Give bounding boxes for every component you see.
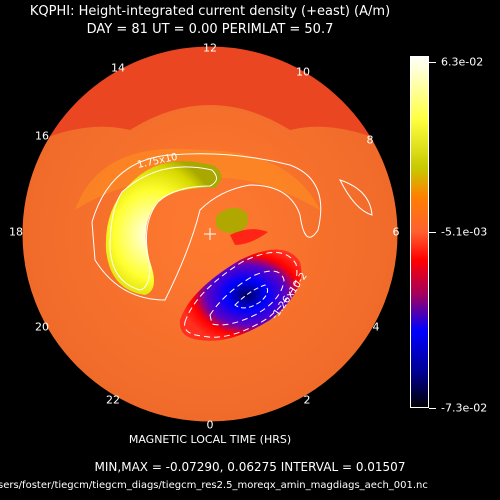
hour-label-10: 10 [296, 65, 310, 79]
contour-negative-outer [184, 252, 298, 338]
min-max-interval: MIN,MAX = -0.07290, 0.06275 INTERVAL = 0… [94, 460, 406, 474]
colorbar-max-label: 6.3e-02 [441, 55, 484, 69]
colorbar-gradient [410, 56, 429, 408]
hour-label-0: 0 [206, 418, 214, 432]
red-patch [230, 229, 268, 245]
chart-title: KQPHI: Height-integrated current density… [29, 4, 391, 19]
hour-label-4: 4 [372, 320, 380, 334]
chart-subtitle: DAY = 81 UT = 0.00 PERIMLAT = 50.7 [86, 22, 334, 37]
hour-label-20: 20 [35, 320, 49, 334]
x-axis-label: MAGNETIC LOCAL TIME (HRS) [128, 433, 292, 446]
hour-label-14: 14 [111, 61, 125, 75]
colorbar-mid-label: -5.1e-03 [441, 225, 488, 239]
contour-dawn [339, 179, 373, 216]
colorbar-min-label: -7.3e-02 [441, 401, 488, 415]
disk-border [21, 45, 399, 423]
colorbar-tick-max [429, 62, 436, 63]
contour-positive-inner [109, 166, 217, 291]
hour-label-6: 6 [392, 225, 400, 239]
contour-negative-core [234, 284, 269, 309]
contour-negative-inner [209, 270, 285, 326]
hour-label-12: 12 [203, 41, 217, 55]
olive-patch [216, 207, 248, 234]
hour-label-18: 18 [9, 225, 23, 239]
contour-positive-outer [91, 153, 322, 301]
positive-current-region [105, 161, 222, 295]
hour-label-2: 2 [303, 393, 311, 407]
hour-label-8: 8 [366, 133, 374, 147]
noon-region [40, 46, 380, 140]
hour-label-22: 22 [106, 393, 120, 407]
source-file-path: sers/foster/tiegcm/tiegcm_diags/tiegcm_r… [0, 480, 428, 491]
colorbar-tick-mid [429, 232, 436, 233]
colorbar [410, 56, 429, 408]
colorbar-tick-min [429, 408, 436, 409]
hour-label-16: 16 [35, 129, 49, 143]
